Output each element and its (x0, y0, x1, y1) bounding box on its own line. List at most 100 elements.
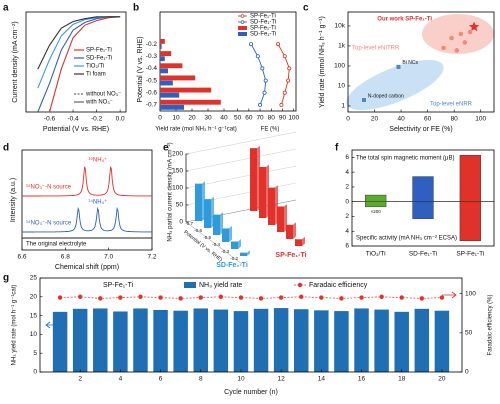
bar (213, 214, 220, 235)
grid-line (185, 131, 297, 155)
legend-label: TiO₂/Ti (86, 64, 104, 70)
y-tick-label: -0.5 (146, 77, 158, 84)
x-axis-label: Potential (V vs. RHE) (43, 126, 109, 133)
bar (253, 308, 269, 372)
legend-swatch (240, 20, 245, 24)
x-tick-label: 14 (318, 376, 326, 383)
y-tick-label: 1k (338, 43, 346, 50)
y-tick-label: 20 (30, 294, 38, 301)
panel-letter: g (3, 273, 9, 284)
peak-label: ¹⁴NH₄⁺ (88, 199, 107, 206)
fe-point (198, 294, 204, 301)
fe-point (439, 294, 445, 301)
point (448, 35, 455, 41)
bar (133, 308, 148, 372)
bar-side (247, 250, 250, 256)
x-tick-label: -0.2 (91, 116, 103, 123)
y-tick-label: 6 (345, 154, 349, 161)
annotation: Bi NCs (402, 60, 418, 66)
x-tick-label: 8 (199, 376, 203, 383)
y-tick-label: 150 (172, 168, 183, 175)
x-tick-label: 7.2 (147, 254, 156, 261)
y-tick-label: 50 (465, 330, 473, 337)
fe-point (262, 90, 267, 95)
point (468, 20, 481, 33)
bar-top (240, 250, 250, 253)
bar (459, 201, 481, 242)
x-tick-label: 60 (424, 116, 432, 123)
fe-point (238, 294, 244, 301)
x-tick-label: 20 (371, 116, 379, 123)
spectrum (22, 166, 152, 197)
legend-label: Ti foam (86, 72, 106, 78)
legend-swatch (238, 32, 247, 36)
y-axis-label: Yield rate (mmol NH₃ h⁻¹ g⁻¹) (319, 16, 326, 108)
bar (334, 311, 349, 372)
x-tick-label: -0.3 (221, 249, 229, 254)
bar (153, 309, 168, 372)
fe-point (117, 294, 123, 301)
x-tick-label: 40 (397, 116, 405, 123)
bar (160, 38, 165, 44)
x-tick-label: 90 (279, 115, 287, 122)
legend-label: SP-Fe₁-Ti (250, 14, 276, 20)
bar (52, 311, 68, 372)
y-tick-label: 100 (172, 185, 183, 192)
x-tick-label: 7.0 (104, 254, 113, 261)
fe-point (77, 294, 83, 300)
bar (160, 80, 173, 86)
bar (365, 194, 387, 202)
plot-frame (159, 11, 297, 112)
x-tick-label: -0.4 (212, 242, 220, 247)
series-label: SD-Fe₁-Ti (216, 262, 248, 269)
legend-swatch (297, 282, 303, 288)
y-tick-label: 0 (345, 198, 349, 205)
bar (240, 252, 247, 256)
bar (314, 310, 329, 372)
x-tick-label: 20 (188, 115, 196, 122)
x-tick-label: -0.2 (230, 256, 238, 261)
x-axis-label: FE (%) (261, 127, 280, 133)
fe-point (157, 294, 164, 301)
fe-point (278, 294, 284, 301)
bar-top (259, 164, 269, 167)
series-label: Our work SP-Fe₁-Ti (377, 17, 432, 23)
series-label: Top-level eNRR (430, 102, 473, 108)
x-tick-label: 100 (288, 115, 299, 122)
y-tick-label: -0.7 (146, 102, 158, 109)
series-label: The original electrolyte (26, 242, 87, 248)
x-tick-label: 16 (358, 376, 366, 383)
series-label: Specific activity (mA NH₃ cm⁻² ECSA) (356, 236, 457, 242)
x-tick-label: 6.6 (17, 254, 26, 261)
y-tick-label: -0.4 (146, 65, 158, 72)
fe-point (279, 102, 284, 107)
x-tick-label: 0.0 (116, 116, 125, 123)
bar (160, 51, 172, 57)
fe-point (249, 42, 254, 47)
fe-point (282, 90, 287, 95)
y-tick-label: 5 (33, 350, 37, 357)
y2-axis-label: Faradaic efficiency (%) (488, 295, 494, 356)
y-tick-label: 0 (33, 369, 37, 376)
legend-label: Faradaic efficiency (309, 282, 368, 289)
bar (193, 308, 208, 372)
x-tick-label: 6.8 (61, 254, 70, 261)
bar (434, 310, 450, 372)
bar (72, 308, 88, 372)
bar (459, 154, 481, 202)
bar (160, 104, 184, 110)
fe-point (137, 294, 144, 300)
bar (213, 309, 229, 372)
x-tick-label: -0.7 (185, 221, 193, 226)
x-tick-label: 0 (346, 116, 350, 123)
bar (250, 148, 257, 211)
y-axis-label: Potential (V vs. RHE) (137, 36, 144, 102)
annotation: ×200 (371, 209, 382, 214)
bar (93, 308, 108, 372)
bar-top (286, 222, 296, 225)
x-tick-label: -0.5 (203, 235, 211, 240)
fe-point (298, 294, 304, 300)
point (454, 47, 460, 54)
x-tick-label: 100 (475, 116, 486, 123)
y-tick-label: 0 (465, 369, 469, 376)
